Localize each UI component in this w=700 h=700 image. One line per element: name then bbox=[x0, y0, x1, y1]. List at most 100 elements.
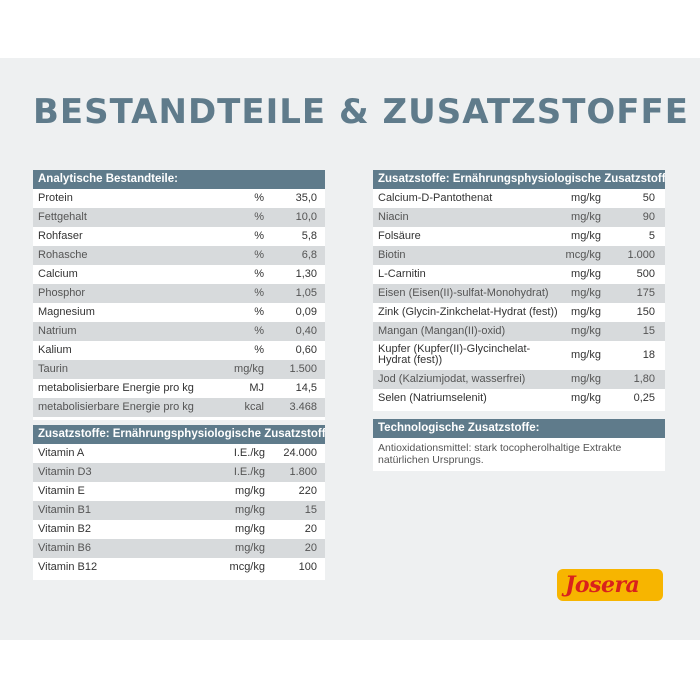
row-unit: % bbox=[254, 325, 264, 337]
row-name: Kupfer (Kupfer(II)-Glycinchelat-Hydrat (… bbox=[378, 343, 531, 366]
row-name: Taurin bbox=[38, 363, 68, 375]
row-unit: % bbox=[254, 192, 264, 204]
row-unit: mcg/kg bbox=[229, 561, 265, 573]
row-unit: mg/kg bbox=[571, 287, 601, 299]
page-title: BESTANDTEILE & ZUSATZSTOFFE bbox=[33, 92, 689, 132]
row-value: 150 bbox=[636, 306, 655, 318]
table-row: Vitamin B6 mg/kg 20 bbox=[33, 539, 325, 558]
minerals-table: Zusatzstoffe: Ernährungsphysiologische Z… bbox=[373, 170, 665, 411]
table-row: Selen (Natriumselenit) mg/kg 0,25 bbox=[373, 389, 665, 408]
table-row: Taurin mg/kg 1.500 bbox=[33, 360, 325, 379]
row-value: 10,0 bbox=[295, 211, 317, 223]
row-value: 5,8 bbox=[301, 230, 317, 242]
row-unit: kcal bbox=[244, 401, 264, 413]
row-unit: mcg/kg bbox=[565, 249, 601, 261]
row-value: 6,8 bbox=[301, 249, 317, 261]
row-value: 0,60 bbox=[295, 344, 317, 356]
row-value: 15 bbox=[304, 504, 317, 516]
row-value: 500 bbox=[636, 268, 655, 280]
row-value: 20 bbox=[304, 523, 317, 535]
row-value: 0,09 bbox=[295, 306, 317, 318]
row-name: Zink (Glycin-Zinkchelat-Hydrat (fest)) bbox=[378, 306, 558, 318]
table-row: metabolisierbare Energie pro kg MJ 14,5 bbox=[33, 379, 325, 398]
row-value: 1,80 bbox=[633, 373, 655, 385]
table-row: metabolisierbare Energie pro kg kcal 3.468 bbox=[33, 398, 325, 417]
row-unit: mg/kg bbox=[571, 306, 601, 318]
row-name: Calcium bbox=[38, 268, 78, 280]
row-unit: % bbox=[254, 287, 264, 299]
table-row: Phosphor% 1,05 bbox=[33, 284, 325, 303]
row-name: Rohfaser bbox=[38, 230, 83, 242]
row-unit: I.E./kg bbox=[233, 447, 265, 459]
row-name: L-Carnitin bbox=[378, 268, 426, 280]
technological-note: Antioxidationsmittel: stark tocopherolha… bbox=[378, 442, 622, 466]
row-name: Natrium bbox=[38, 325, 77, 337]
row-value: 1,05 bbox=[295, 287, 317, 299]
row-unit: mg/kg bbox=[571, 192, 601, 204]
row-unit: % bbox=[254, 211, 264, 223]
row-name: Rohasche bbox=[38, 249, 88, 261]
row-name: Vitamin E bbox=[38, 485, 85, 497]
row-unit: mg/kg bbox=[571, 325, 601, 337]
row-name: Vitamin D3 bbox=[38, 466, 92, 478]
row-name: Vitamin B1 bbox=[38, 504, 91, 516]
row-value: 50 bbox=[642, 192, 655, 204]
row-unit: % bbox=[254, 249, 264, 261]
vitamins-table: Zusatzstoffe: Ernährungsphysiologische Z… bbox=[33, 425, 325, 580]
row-value: 100 bbox=[298, 561, 317, 573]
table-row: Niacin mg/kg 90 bbox=[373, 208, 665, 227]
row-value: 220 bbox=[298, 485, 317, 497]
row-unit: mg/kg bbox=[235, 504, 265, 516]
table-row: Kupfer (Kupfer(II)-Glycinchelat-Hydrat (… bbox=[373, 341, 665, 370]
row-value: 15 bbox=[642, 325, 655, 337]
row-value: 14,5 bbox=[295, 382, 317, 394]
row-value: 90 bbox=[642, 211, 655, 223]
row-name: metabolisierbare Energie pro kg bbox=[38, 382, 194, 394]
row-name: Magnesium bbox=[38, 306, 95, 318]
row-name: Kalium bbox=[38, 344, 72, 356]
table-row: Jod (Kalziumjodat, wasserfrei) mg/kg 1,80 bbox=[373, 370, 665, 389]
table-row: Mangan (Mangan(II)-oxid) mg/kg 15 bbox=[373, 322, 665, 341]
table-row: Natrium% 0,40 bbox=[33, 322, 325, 341]
table-row: Fettgehalt% 10,0 bbox=[33, 208, 325, 227]
row-unit: mg/kg bbox=[571, 268, 601, 280]
table-row: Zink (Glycin-Zinkchelat-Hydrat (fest)) mg… bbox=[373, 303, 665, 322]
table-row: Vitamin B12 mcg/kg 100 bbox=[33, 558, 325, 577]
row-unit: % bbox=[254, 344, 264, 356]
row-name: Vitamin B12 bbox=[38, 561, 98, 573]
row-name: Calcium-D-Pantothenat bbox=[378, 192, 493, 204]
row-unit: mg/kg bbox=[235, 523, 265, 535]
table-row: L-Carnitin mg/kg 500 bbox=[373, 265, 665, 284]
row-unit: % bbox=[254, 268, 264, 280]
row-name: Jod (Kalziumjodat, wasserfrei) bbox=[378, 373, 526, 385]
table-row: Vitamin E mg/kg 220 bbox=[33, 482, 325, 501]
row-unit: % bbox=[254, 230, 264, 242]
row-name: Mangan (Mangan(II)-oxid) bbox=[378, 325, 506, 337]
row-name: Biotin bbox=[378, 249, 406, 261]
minerals-table-header: Zusatzstoffe: Ernährungsphysiologische Z… bbox=[373, 170, 665, 189]
analytical-table: Analytische Bestandteile: Protein% 35,0 Fe… bbox=[33, 170, 325, 420]
table-row: Vitamin A I.E./kg 24.000 bbox=[33, 444, 325, 463]
row-name: Selen (Natriumselenit) bbox=[378, 392, 487, 404]
row-unit: mg/kg bbox=[571, 349, 601, 361]
table-row: Rohasche% 6,8 bbox=[33, 246, 325, 265]
row-unit: % bbox=[254, 306, 264, 318]
row-unit: I.E./kg bbox=[233, 466, 265, 478]
row-value: 20 bbox=[304, 542, 317, 554]
josera-logo: Josera bbox=[557, 569, 663, 601]
row-value: 0,40 bbox=[295, 325, 317, 337]
technological-table: Technologische Zusatzstoffe: Antioxidati… bbox=[373, 419, 665, 471]
row-unit: mg/kg bbox=[571, 211, 601, 223]
technological-table-header: Technologische Zusatzstoffe: bbox=[373, 419, 665, 438]
row-name: Niacin bbox=[378, 211, 409, 223]
table-row: Folsäure mg/kg 5 bbox=[373, 227, 665, 246]
row-unit: mg/kg bbox=[571, 373, 601, 385]
logo-text: Josera bbox=[565, 572, 640, 598]
table-row: Calcium% 1,30 bbox=[33, 265, 325, 284]
minerals-rows: Calcium-D-Pantothenat mg/kg 50 Niacin mg/kg 9… bbox=[373, 189, 665, 408]
table-row: Magnesium% 0,09 bbox=[33, 303, 325, 322]
table-row: Eisen (Eisen(II)-sulfat-Monohydrat) mg/kg… bbox=[373, 284, 665, 303]
row-unit: mg/kg bbox=[571, 230, 601, 242]
row-value: 35,0 bbox=[295, 192, 317, 204]
table-row: Biotin mcg/kg 1.000 bbox=[373, 246, 665, 265]
